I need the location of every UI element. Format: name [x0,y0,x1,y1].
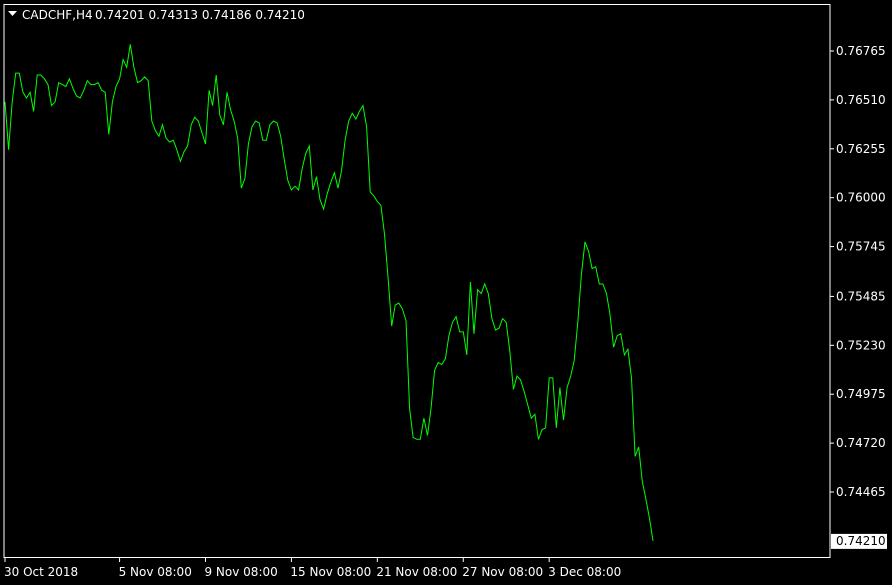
y-tick-label: 0.74975 [836,387,886,401]
x-tick-label: 15 Nov 08:00 [290,565,371,579]
chart-header-triangle-icon[interactable] [8,11,17,16]
y-tick-label: 0.74465 [836,485,886,499]
current-price-marker: 0.74210 [831,533,887,549]
y-tick-label: 0.75230 [836,338,886,352]
series-layer [4,44,654,541]
time-axis: 30 Oct 2018 5 Nov 08:00 9 Nov 08:00 15 Nov … [4,557,621,579]
price-series-line [4,44,654,541]
current-price-box [831,533,887,549]
x-tick-label: 27 Nov 08:00 [462,565,543,579]
y-tick-label: 0.76765 [836,44,886,58]
y-tick-label: 0.74720 [836,436,886,450]
y-tick-label: 0.76000 [836,191,886,205]
x-tick-label: 30 Oct 2018 [4,565,78,579]
x-tick-label: 5 Nov 08:00 [119,565,192,579]
x-tick-label: 9 Nov 08:00 [204,565,277,579]
y-tick-label: 0.75745 [836,240,886,254]
y-tick-label: 0.76255 [836,142,886,156]
x-tick-label: 3 Dec 08:00 [548,565,621,579]
y-tick-label: 0.75485 [836,289,886,303]
plot-area-frame [3,4,831,558]
chart-symbol: CADCHF,H4 [22,8,93,22]
current-price-label: 0.74210 [836,534,886,548]
price-axis: 0.76765 0.76510 0.76255 0.76000 0.75745 0.754… [830,44,886,499]
x-tick-label: 21 Nov 08:00 [376,565,457,579]
chart-ohlc-values: 0.74201 0.74313 0.74186 0.74210 [95,8,305,22]
y-tick-label: 0.76510 [836,93,886,107]
